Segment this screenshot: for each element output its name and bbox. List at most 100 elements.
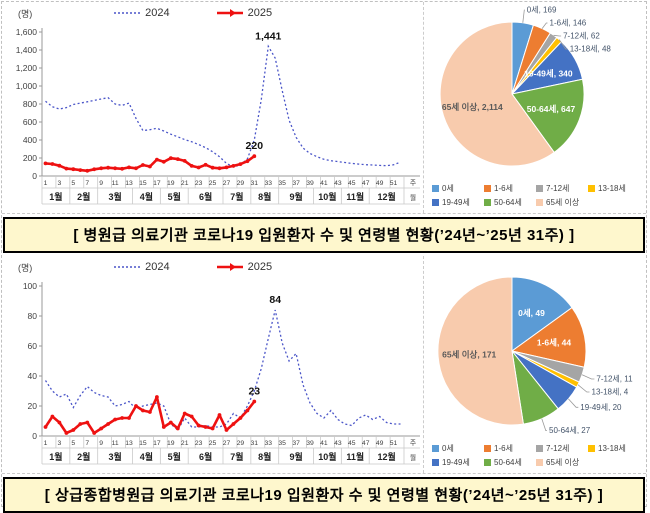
svg-text:7: 7 xyxy=(85,440,89,447)
svg-text:13: 13 xyxy=(125,180,133,187)
pie-legend-item: 50-64세 xyxy=(484,197,536,208)
legend-label: 0세 xyxy=(442,183,454,194)
legend-label: 65세 이상 xyxy=(546,457,579,468)
svg-text:10월: 10월 xyxy=(318,451,336,462)
svg-text:49: 49 xyxy=(376,180,384,187)
series-2025-marker xyxy=(99,427,103,431)
pie-slice-label: 50-64세, 647 xyxy=(527,104,576,114)
data-label: 220 xyxy=(246,140,264,152)
pie-chart-canvas: 19-49세, 34050-64세, 64765세 이상, 2,1140세, 1… xyxy=(424,2,646,178)
series-2025-marker xyxy=(58,421,62,425)
svg-text:35: 35 xyxy=(278,180,286,187)
series-2025-marker xyxy=(162,425,166,429)
svg-text:11: 11 xyxy=(112,180,119,187)
series-2025-marker xyxy=(204,425,208,429)
svg-text:60: 60 xyxy=(28,341,38,351)
svg-text:11: 11 xyxy=(112,440,119,447)
svg-text:9: 9 xyxy=(99,440,103,447)
svg-text:45: 45 xyxy=(348,440,356,447)
series-2025-marker xyxy=(246,409,250,413)
svg-text:2월: 2월 xyxy=(77,451,90,462)
svg-text:1,000: 1,000 xyxy=(16,81,38,91)
series-2025-marker xyxy=(65,431,69,435)
svg-text:40: 40 xyxy=(28,371,38,381)
svg-text:47: 47 xyxy=(362,440,370,447)
series-2024-line xyxy=(46,310,401,430)
svg-text:12월: 12월 xyxy=(377,191,395,202)
hospital-line-chart: (명) 20242025 02004006008001,0001,2001,40… xyxy=(2,2,424,213)
svg-text:월: 월 xyxy=(410,193,416,202)
series-2025-marker xyxy=(71,428,75,432)
series-2025-marker xyxy=(225,428,229,432)
svg-text:600: 600 xyxy=(23,117,37,127)
pie-chart-legend: 0세1-6세7-12세13-18세19-49세50-64세65세 이상 xyxy=(424,183,646,211)
svg-text:2월: 2월 xyxy=(77,191,90,202)
legend-swatch xyxy=(432,185,439,192)
pie-slice-label: 13-18세, 48 xyxy=(570,45,612,54)
svg-text:8월: 8월 xyxy=(258,451,271,462)
series-2025-marker xyxy=(190,164,194,168)
tertiary-pie-chart: 0세, 491-6세, 4465세 이상, 1717-12세, 1113-18세… xyxy=(424,256,646,473)
pie-slice-label: 7-12세, 62 xyxy=(563,32,600,41)
svg-text:29: 29 xyxy=(237,180,245,187)
y-axis-unit-label: (명) xyxy=(18,261,32,274)
svg-text:12월: 12월 xyxy=(377,451,395,462)
pie-legend-item: 7-12세 xyxy=(536,443,588,454)
svg-text:19: 19 xyxy=(167,440,175,447)
legend-line-sample xyxy=(113,9,141,17)
pie-slice-label: 50-64세, 27 xyxy=(549,426,591,435)
series-2025-line xyxy=(46,397,255,433)
svg-text:월: 월 xyxy=(410,453,416,462)
svg-text:49: 49 xyxy=(376,440,384,447)
line-chart-legend: 2024 2025 xyxy=(32,261,353,273)
series-2025-marker xyxy=(197,424,201,428)
svg-text:7: 7 xyxy=(85,180,89,187)
series-2025-marker xyxy=(141,409,145,413)
legend-label: 1-6세 xyxy=(494,443,513,454)
svg-text:13: 13 xyxy=(125,440,133,447)
legend-line-sample xyxy=(216,263,244,271)
series-2025-marker xyxy=(51,415,55,419)
pie-legend-item: 1-6세 xyxy=(484,443,536,454)
line-chart-legend: 2024 2025 xyxy=(32,7,353,19)
series-2025-marker xyxy=(106,166,110,170)
series-2025-marker xyxy=(92,431,96,435)
legend-swatch xyxy=(536,199,543,206)
series-2025-marker xyxy=(85,421,89,425)
svg-text:3월: 3월 xyxy=(108,451,121,462)
svg-text:5: 5 xyxy=(71,440,75,447)
series-2025-marker xyxy=(85,169,89,173)
svg-text:37: 37 xyxy=(292,180,300,187)
series-2025-marker xyxy=(239,416,243,420)
svg-text:4월: 4월 xyxy=(140,451,153,462)
legend-item-2025: 2025 xyxy=(216,261,272,273)
tertiary-charts-row: (명) 20242025 020406080100135791113151719… xyxy=(2,256,646,474)
svg-text:33: 33 xyxy=(264,440,272,447)
svg-text:3: 3 xyxy=(58,440,62,447)
pie-slice-label: 19-49세, 20 xyxy=(580,403,622,412)
series-2025-marker xyxy=(169,421,173,425)
pie-slice-label: 0세, 169 xyxy=(527,6,557,15)
legend-label: 50-64세 xyxy=(494,197,522,208)
svg-text:19: 19 xyxy=(167,180,175,187)
svg-text:51: 51 xyxy=(390,180,398,187)
svg-text:17: 17 xyxy=(153,440,161,447)
legend-label: 2024 xyxy=(145,7,169,19)
series-2025-marker xyxy=(134,404,138,408)
legend-label: 0세 xyxy=(442,443,454,454)
svg-text:27: 27 xyxy=(223,440,231,447)
svg-text:9월: 9월 xyxy=(289,451,302,462)
series-2025-marker xyxy=(239,162,243,166)
pie-chart-legend: 0세1-6세7-12세13-18세19-49세50-64세65세 이상 xyxy=(424,443,646,471)
series-2025-marker xyxy=(162,160,166,164)
svg-text:주: 주 xyxy=(410,179,416,187)
pie-slice-label: 65세 이상, 2,114 xyxy=(442,102,503,112)
svg-text:1: 1 xyxy=(44,440,48,447)
svg-text:15: 15 xyxy=(139,180,147,187)
series-2025-marker xyxy=(190,415,194,419)
svg-text:5: 5 xyxy=(71,180,75,187)
series-2025-marker xyxy=(71,167,75,171)
svg-text:25: 25 xyxy=(209,440,217,447)
legend-swatch xyxy=(432,445,439,452)
pie-label-leader-line xyxy=(523,10,525,23)
